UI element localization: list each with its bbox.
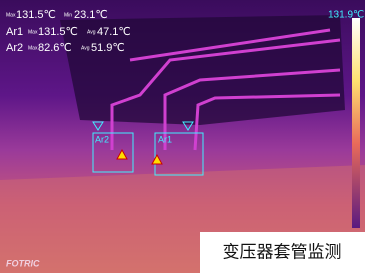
label: Max [28, 29, 38, 35]
label: Avg [87, 29, 96, 35]
area-name: Ar1 [6, 26, 23, 38]
logo: FOTRIC [6, 258, 40, 268]
value: 131.5℃ [38, 26, 78, 38]
value: 131.5℃ [16, 9, 56, 21]
value: 51.9℃ [91, 42, 125, 54]
area-name: Ar2 [6, 42, 23, 54]
scale-max: 131.9℃ [328, 10, 364, 21]
value: 47.1℃ [97, 26, 131, 38]
label: Min [64, 12, 72, 18]
thermal-screenshot: Ar2 Ar1 Max 131.5℃ Min 23.1℃ Ar1 Max 131… [0, 0, 365, 273]
label: Max [28, 45, 38, 51]
label: Max [6, 12, 16, 18]
box-label: Ar1 [158, 134, 172, 144]
value: 82.6℃ [38, 42, 72, 54]
label: Avg [81, 45, 90, 51]
value: 23.1℃ [74, 9, 108, 21]
caption: 变压器套管监测 [223, 242, 342, 261]
box-label: Ar2 [95, 134, 109, 144]
